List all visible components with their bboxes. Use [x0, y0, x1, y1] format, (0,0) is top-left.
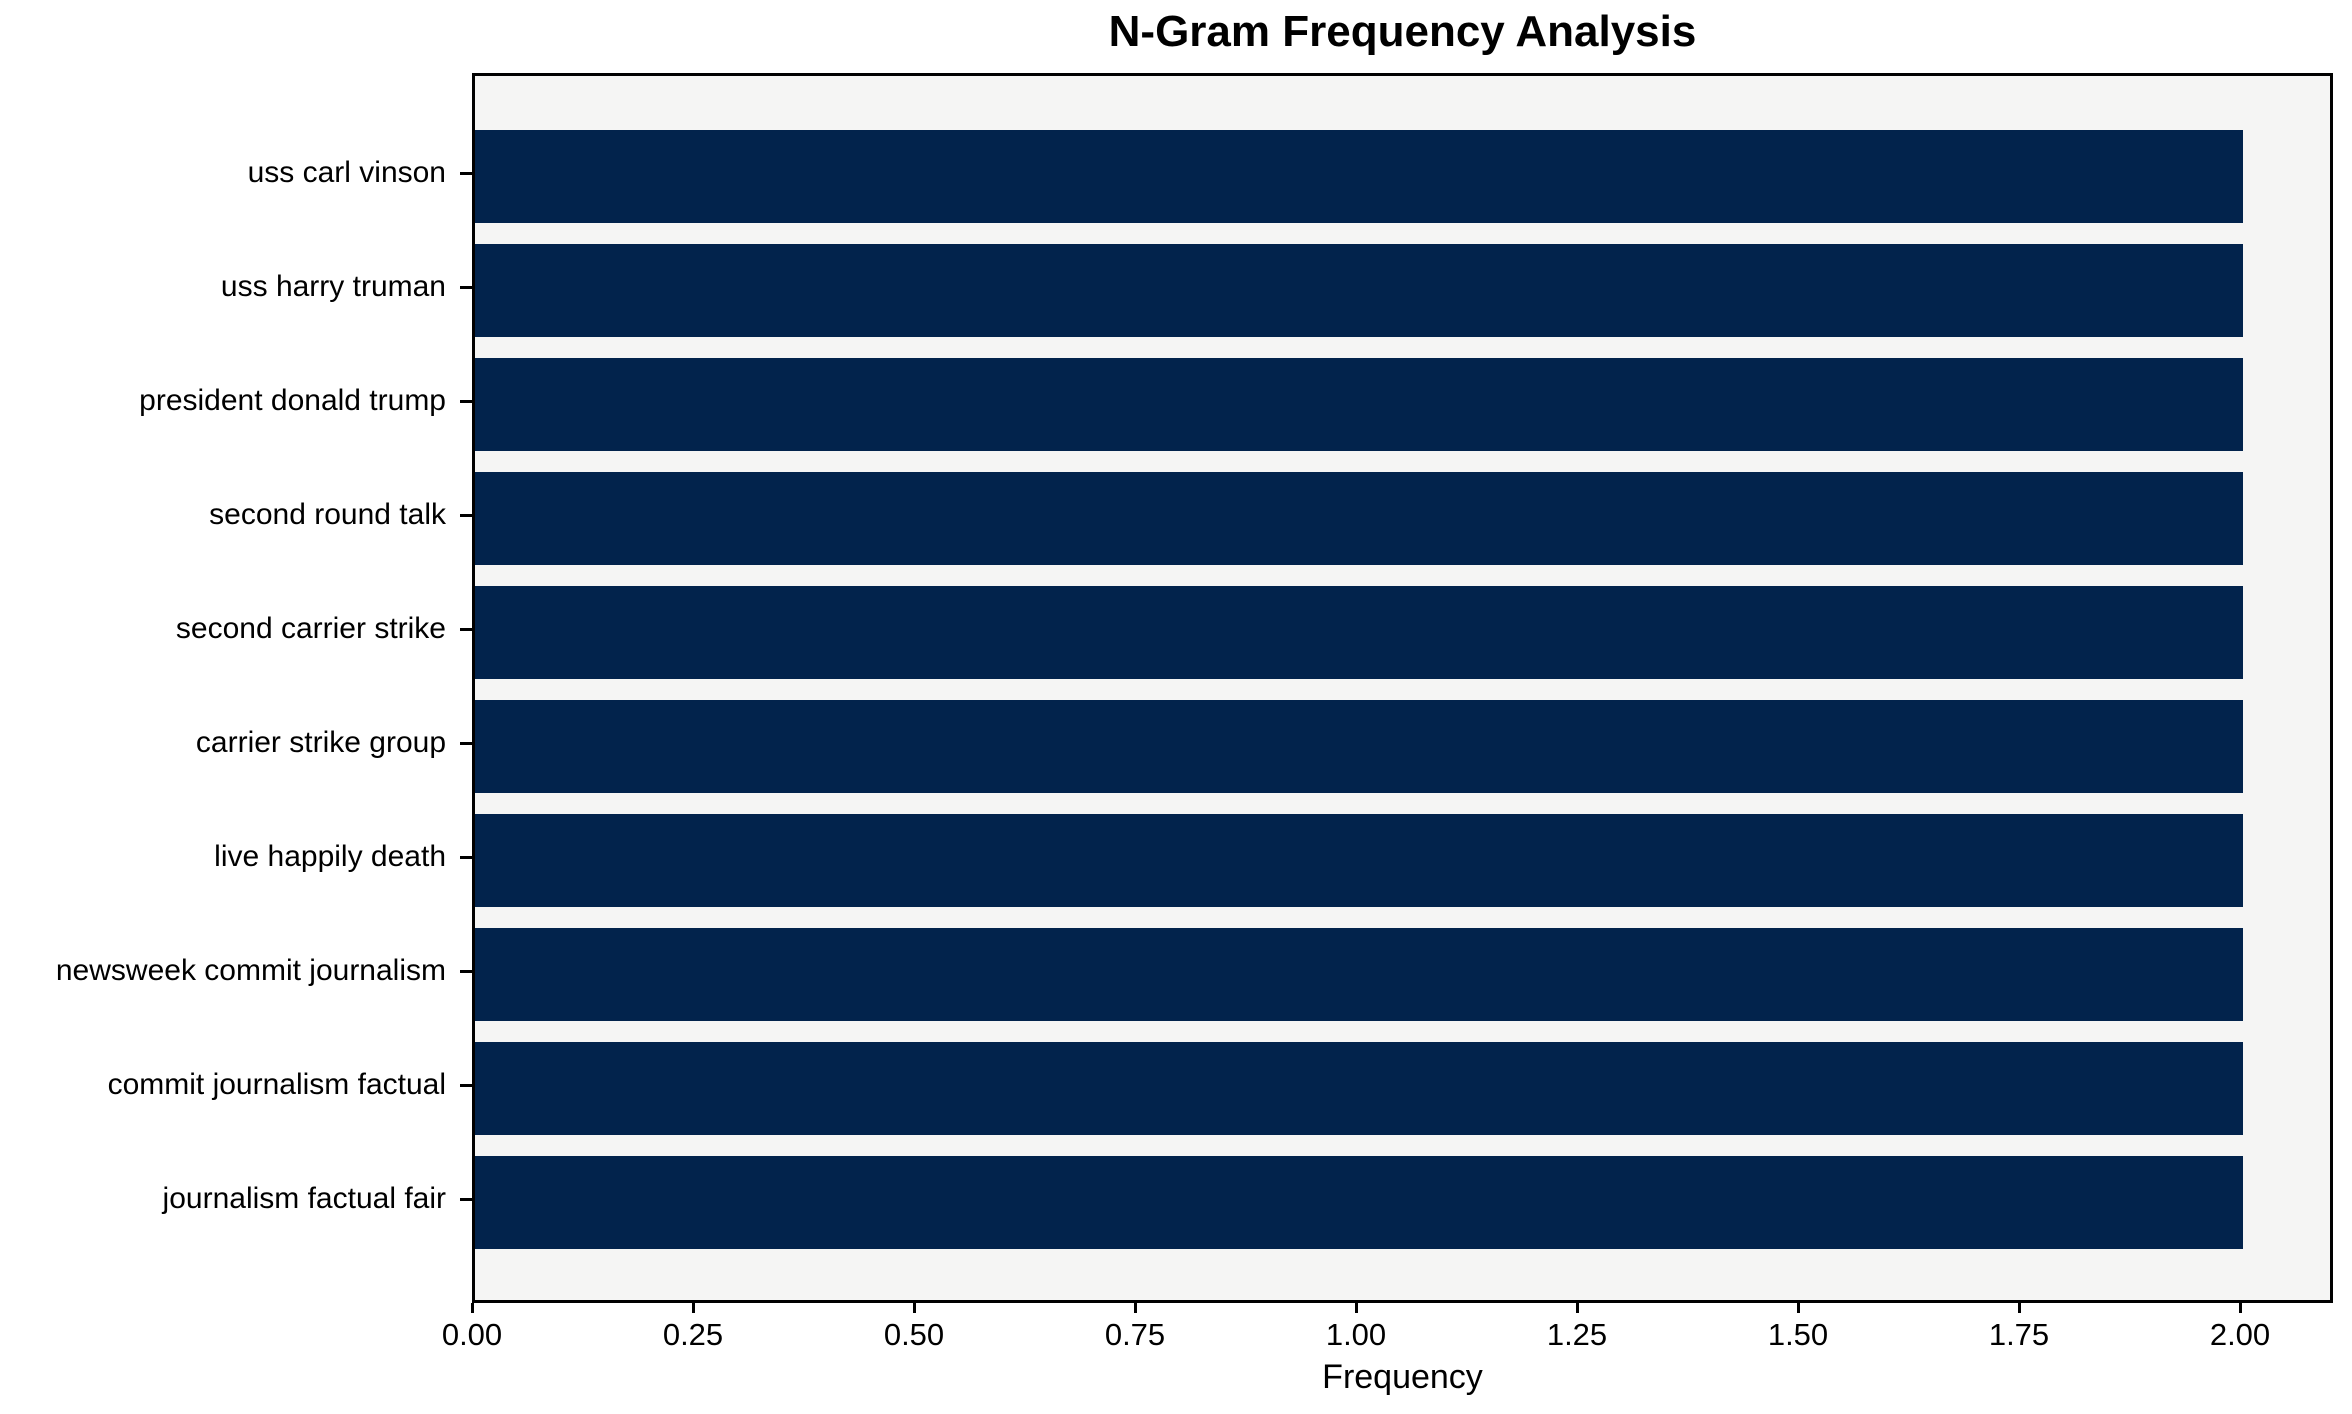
x-tick-label: 0.00 — [441, 1317, 503, 1352]
x-tick-label: 1.00 — [1325, 1317, 1387, 1352]
bar — [475, 813, 2243, 907]
x-axis: 0.00 0.25 0.50 0.75 1.00 1.25 1.50 1.75 2.00 — [442, 1303, 2333, 1413]
x-tick-mark — [691, 1303, 695, 1313]
x-tick-label: 0.75 — [1104, 1317, 1166, 1352]
bar — [475, 927, 2243, 1021]
x-tick-mark — [2017, 1303, 2021, 1313]
y-tick-mark — [460, 855, 472, 859]
y-tick-mark — [460, 627, 472, 631]
y-tick-label: commit journalism factual — [107, 1068, 446, 1101]
bar — [475, 1155, 2243, 1249]
y-tick-mark — [460, 285, 472, 289]
y-tick-label: carrier strike group — [195, 726, 446, 759]
y-tick-mark — [460, 171, 472, 175]
x-tick-label: 1.50 — [1767, 1317, 1829, 1352]
x-axis-label: Frequency — [1322, 1358, 1483, 1396]
y-tick-mark — [460, 1197, 472, 1201]
y-tick-label: president donald trump — [139, 384, 446, 417]
x-tick-label: 2.00 — [2209, 1317, 2271, 1352]
y-tick-label: second round talk — [209, 498, 446, 531]
y-tick-mark — [460, 969, 472, 973]
bar — [475, 1041, 2243, 1135]
x-tick-mark — [912, 1303, 916, 1313]
y-tick-label: newsweek commit journalism — [55, 954, 446, 987]
chart-title: N-Gram Frequency Analysis — [1108, 7, 1697, 56]
bar — [475, 471, 2243, 565]
plot-area — [472, 73, 2333, 1303]
x-tick-mark — [1575, 1303, 1579, 1313]
y-tick-mark — [460, 513, 472, 517]
x-tick-label: 1.75 — [1988, 1317, 2050, 1352]
bar — [475, 699, 2243, 793]
x-tick-mark — [1796, 1303, 1800, 1313]
x-tick-mark — [470, 1303, 474, 1313]
y-tick-label: journalism factual fair — [162, 1182, 446, 1215]
y-tick-mark — [460, 399, 472, 403]
bar — [475, 357, 2243, 451]
bar — [475, 129, 2243, 223]
x-tick-label: 0.25 — [662, 1317, 724, 1352]
y-tick-label: second carrier strike — [175, 612, 446, 645]
bar — [475, 243, 2243, 337]
x-tick-mark — [1354, 1303, 1358, 1313]
x-tick-mark — [1133, 1303, 1137, 1313]
y-tick-mark — [460, 1083, 472, 1087]
y-tick-label: live happily death — [214, 840, 446, 873]
y-tick-label: uss carl vinson — [247, 156, 446, 189]
x-tick-label: 0.50 — [883, 1317, 945, 1352]
x-tick-mark — [2238, 1303, 2242, 1313]
bar — [475, 585, 2243, 679]
y-axis: uss carl vinson uss harry truman president… — [0, 73, 472, 1303]
y-tick-label: uss harry truman — [220, 270, 446, 303]
y-tick-mark — [460, 741, 472, 745]
x-tick-label: 1.25 — [1546, 1317, 1608, 1352]
